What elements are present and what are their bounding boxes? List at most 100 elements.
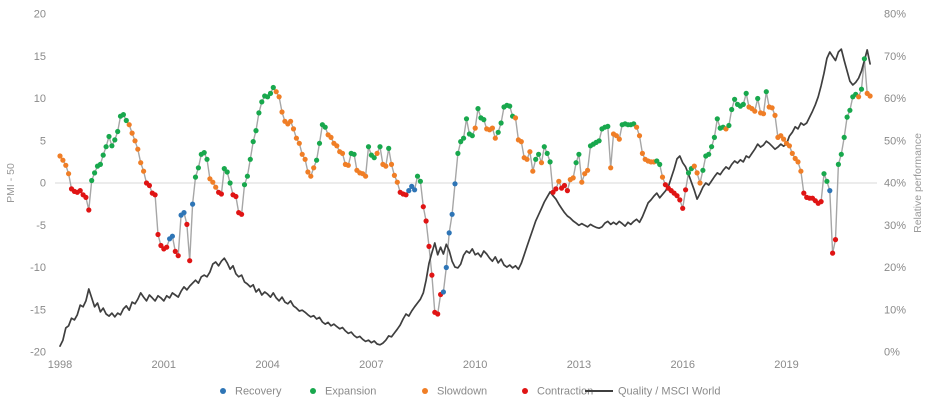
left-axis-tick-label: -20 <box>30 347 46 359</box>
pmi-point <box>570 175 576 181</box>
pmi-point <box>169 233 175 239</box>
pmi-point <box>120 112 126 118</box>
pmi-point <box>729 106 735 113</box>
left-axis-title: PMI - 50 <box>5 163 17 203</box>
pmi-point <box>801 190 807 196</box>
pmi-point <box>244 173 250 179</box>
pmi-point <box>861 56 868 62</box>
right-axis-tick-label: 60% <box>884 93 906 105</box>
pmi-point <box>414 173 421 179</box>
left-axis-tick-label: -15 <box>30 304 46 316</box>
pmi-point <box>711 134 718 140</box>
pmi-point <box>576 151 582 157</box>
pmi-point <box>533 156 539 162</box>
pmi-point <box>524 156 530 162</box>
pmi-point <box>832 237 839 243</box>
pmi-point <box>253 128 259 134</box>
pmi-point <box>293 135 299 141</box>
pmi-point <box>247 156 253 162</box>
pmi-point <box>564 188 571 194</box>
pmi-point <box>207 176 213 182</box>
legend-slowdown-label: Slowdown <box>437 386 487 398</box>
pmi-point <box>311 165 317 171</box>
x-axis-tick-label: 2001 <box>152 359 176 371</box>
x-axis-tick-label: 2010 <box>463 359 487 371</box>
pmi-point <box>536 151 542 157</box>
pmi-point <box>561 182 568 189</box>
pmi-point <box>691 163 697 169</box>
pmi-connector-line <box>59 58 871 315</box>
pmi-point <box>458 139 464 145</box>
pmi-point <box>443 264 449 271</box>
pmi-point <box>129 130 135 136</box>
pmi-point <box>677 197 683 203</box>
pmi-point <box>694 170 700 176</box>
pmi-point <box>213 184 219 190</box>
pmi-point <box>365 144 372 150</box>
pmi-point <box>224 169 230 175</box>
pmi-point <box>821 171 827 177</box>
pmi-point <box>192 174 199 180</box>
pmi-point <box>709 144 715 150</box>
pmi-point <box>507 103 513 109</box>
pmi-point <box>420 204 426 210</box>
pmi-point <box>322 124 328 130</box>
pmi-point <box>769 105 775 111</box>
pmi-point <box>302 156 308 162</box>
pmi-point <box>706 151 712 157</box>
pmi-point <box>772 112 778 118</box>
pmi-point <box>835 161 842 167</box>
x-axis-tick-label: 2004 <box>255 359 279 371</box>
pmi-point <box>723 126 729 132</box>
pmi-point <box>86 207 92 213</box>
pmi-point <box>426 243 432 249</box>
pmi-point <box>752 108 758 114</box>
pmi-point <box>141 168 147 174</box>
pmi-point <box>856 94 862 100</box>
pmi-point <box>657 161 663 167</box>
legend-expansion-label: Expansion <box>325 386 376 398</box>
pmi-point <box>409 183 415 189</box>
pmi-point <box>158 242 164 249</box>
pmi-point <box>83 194 89 200</box>
pmi-point <box>674 193 680 199</box>
pmi-point <box>429 272 435 278</box>
pmi-point <box>279 109 285 115</box>
pmi-point <box>270 84 276 91</box>
pmi-point <box>613 133 620 139</box>
pmi-point <box>760 111 767 117</box>
pmi-point <box>328 134 334 140</box>
legend-expansion-icon <box>310 388 316 394</box>
pmi-point <box>388 161 395 167</box>
pmi-point <box>636 133 643 139</box>
pmi-point <box>781 136 787 142</box>
pmi-point <box>314 157 320 163</box>
pmi-point <box>190 201 196 207</box>
pmi-point <box>377 144 383 150</box>
pmi-point <box>374 150 380 156</box>
pmi-point <box>541 144 547 150</box>
pmi-point <box>92 170 98 176</box>
pmi-point <box>830 250 836 256</box>
pmi-point <box>596 138 602 144</box>
legend-contraction-label: Contraction <box>537 386 593 398</box>
pmi-point <box>233 193 239 200</box>
pmi-point <box>227 180 233 186</box>
pmi-point <box>498 120 504 126</box>
pmi-point <box>221 166 227 172</box>
x-axis-tick-label: 2016 <box>670 359 694 371</box>
pmi-point <box>475 106 481 112</box>
pmi-point <box>680 205 686 211</box>
pmi-point <box>412 187 418 193</box>
pmi-point <box>100 152 106 158</box>
pmi-point <box>435 311 441 317</box>
pmi-point <box>290 126 297 132</box>
pmi-point <box>530 168 536 174</box>
left-axis-tick-label: -10 <box>30 262 46 274</box>
pmi-point <box>582 171 588 177</box>
x-axis-tick-label: 2013 <box>567 359 591 371</box>
legend-recovery-icon <box>220 388 226 394</box>
pmi-point <box>386 145 392 151</box>
pmi-point <box>77 188 83 194</box>
